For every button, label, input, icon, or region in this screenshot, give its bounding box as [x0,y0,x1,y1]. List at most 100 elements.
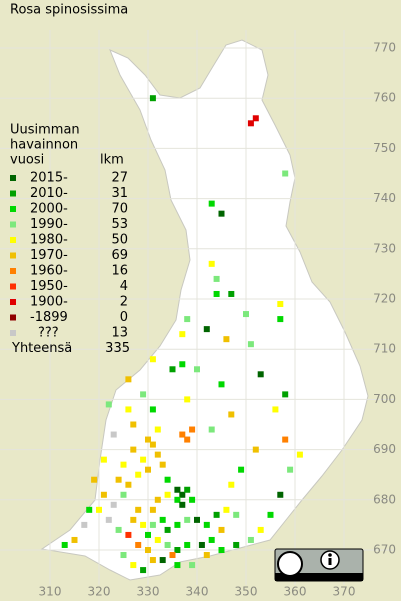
x-tick-label: 340 [186,585,209,599]
record-square [164,526,171,533]
record-square [81,521,88,528]
record-square [252,115,259,122]
record-square [189,426,196,433]
legend-label: -1899 [30,310,68,325]
legend-swatch [10,175,16,181]
record-square [257,371,264,378]
record-square [164,476,171,483]
legend-swatch [10,299,16,305]
record-square [213,290,220,297]
record-square [203,521,210,528]
legend-count: 50 [111,233,128,248]
record-square [179,431,186,438]
record-square [277,301,284,308]
record-square [149,356,156,363]
record-square [154,426,161,433]
record-square [208,200,215,207]
record-square [96,506,102,513]
record-square [296,451,303,458]
x-tick-label: 320 [88,585,111,599]
record-square [145,466,151,473]
record-square [208,260,215,267]
legend-label: 1970- [30,248,68,263]
record-square [149,521,156,528]
record-square [247,341,254,348]
record-square [282,391,289,398]
legend-count: 4 [120,279,128,294]
record-square [140,521,147,528]
record-square [135,471,142,478]
y-tick-label: 770 [373,41,396,55]
legend-label: 1900- [30,295,68,310]
record-square [174,496,181,503]
record-square [184,516,191,523]
record-square [115,476,122,483]
record-square [194,516,200,523]
record-square [115,526,122,533]
record-square [154,496,161,503]
y-tick-label: 680 [373,492,396,506]
x-tick-label: 370 [333,585,356,599]
legend-label: 2015- [30,171,68,186]
record-square [228,411,235,418]
legend-count: 69 [111,248,128,263]
record-square [228,290,235,297]
record-square [184,316,191,323]
legend-heading: Uusimman [10,123,80,138]
legend-swatch [10,330,16,336]
record-square [125,531,132,538]
record-square [208,426,215,433]
y-tick-label: 670 [373,543,396,557]
record-square [140,567,147,574]
record-square [277,316,284,323]
record-square [213,511,220,518]
x-tick-label: 310 [39,585,62,599]
record-square [145,531,151,538]
legend-label: 1950- [30,279,68,294]
record-square [145,547,151,553]
legend-swatch [10,190,16,197]
record-square [208,536,215,543]
record-square [277,491,284,498]
record-square [71,536,78,543]
record-square [105,516,112,523]
legend-total-label: Yhteensä [11,341,72,356]
map-title: Rosa spinosissima [10,3,128,18]
record-square [174,486,181,493]
legend-swatch [10,283,16,290]
record-square [223,506,230,513]
record-square [184,436,191,443]
record-square [130,516,137,523]
record-square [120,491,127,498]
legend-swatch [10,221,16,228]
record-square [282,436,289,443]
record-square [174,547,181,553]
record-square [233,511,240,518]
record-square [169,552,176,559]
record-square [223,336,230,343]
record-square [120,552,127,559]
record-square [218,526,225,533]
license-badge [274,548,364,582]
record-square [218,381,225,388]
legend-count: 16 [111,264,128,279]
record-square [154,451,161,458]
y-tick-label: 710 [373,342,396,356]
record-square [247,120,254,127]
y-tick-label: 760 [373,91,396,105]
record-square [135,541,142,548]
record-square [110,431,117,438]
legend-count: 53 [111,217,128,232]
record-square [184,396,191,403]
record-square [252,446,259,453]
record-square [282,170,289,177]
record-square [159,557,166,564]
record-square [164,491,171,498]
record-square [164,541,171,548]
record-square [91,476,98,483]
y-tick-label: 690 [373,442,396,456]
record-square [174,562,181,569]
record-square [228,481,235,488]
record-square [247,536,254,543]
